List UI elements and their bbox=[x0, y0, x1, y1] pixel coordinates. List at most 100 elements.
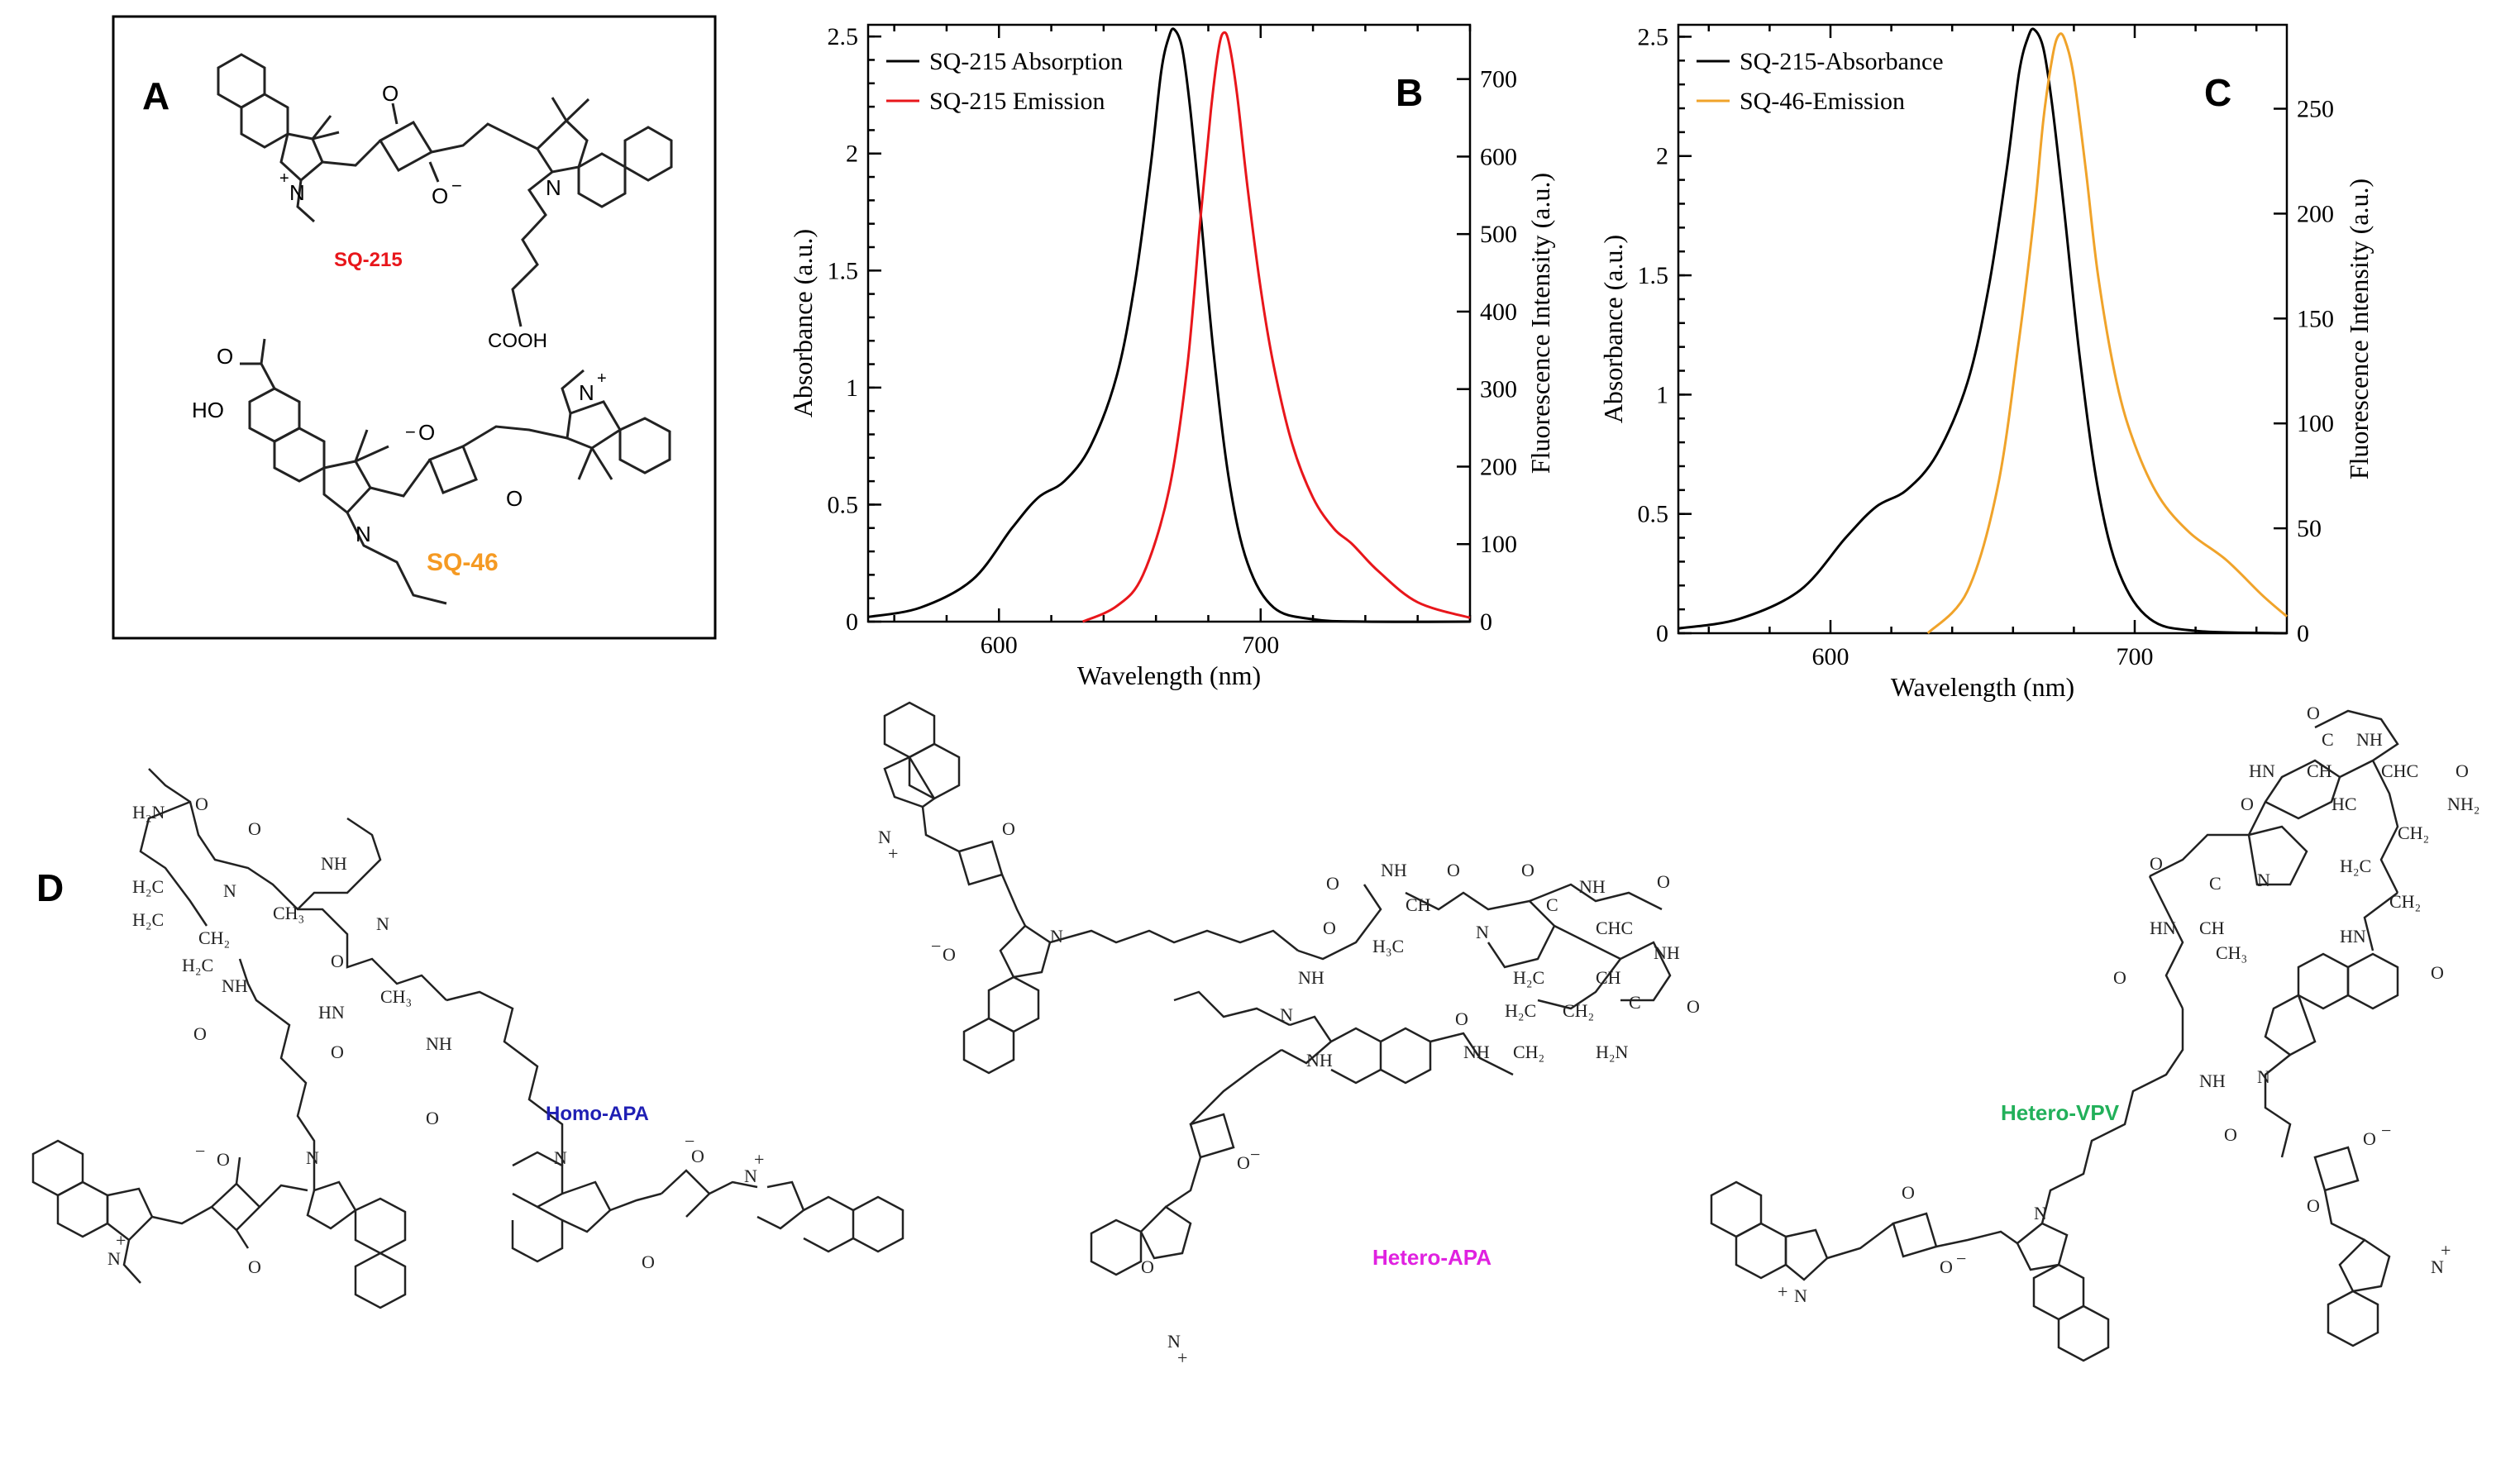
panel-a-label: A bbox=[142, 74, 169, 117]
hvpv-o-8: O bbox=[2363, 1128, 2376, 1149]
y-tick-label: 1.5 bbox=[1638, 262, 1669, 289]
hapa-nh-3: NH bbox=[1654, 942, 1680, 963]
sq46-n-left: N bbox=[356, 522, 371, 546]
sq215-minus: − bbox=[451, 175, 462, 196]
hapa-o-3: O bbox=[1323, 918, 1336, 938]
x-tick-label: 700 bbox=[1242, 632, 1279, 659]
y2-axis-label: Fluorescence Intensity (a.u.) bbox=[1525, 173, 1555, 474]
hapa-h2c-2: H₂C bbox=[1505, 1000, 1536, 1021]
homo-h2c-2: H₂C bbox=[132, 909, 164, 930]
x-axis-label: Wavelength (nm) bbox=[1077, 660, 1261, 690]
hapa-ch2-2: CH₂ bbox=[1513, 1042, 1544, 1062]
homo-n-r: N bbox=[554, 1147, 567, 1168]
homo-o-l2: O bbox=[248, 1256, 261, 1277]
y2-tick-label: 700 bbox=[1480, 66, 1517, 93]
hapa-o-1: O bbox=[1002, 818, 1015, 839]
y2-tick-label: 400 bbox=[1480, 298, 1517, 326]
homo-ch3-2: CH₃ bbox=[380, 986, 412, 1007]
hvpv-ch3: CH₃ bbox=[2216, 942, 2247, 963]
hapa-o-10: O bbox=[1141, 1256, 1154, 1277]
sq215-structure bbox=[217, 53, 673, 327]
panel-a-frame bbox=[112, 15, 717, 640]
hapa-plus: + bbox=[888, 843, 898, 864]
hapa-h3c: H₃C bbox=[1372, 936, 1404, 956]
hvpv-chc: CHC bbox=[2381, 761, 2418, 781]
homo-plus-r: + bbox=[754, 1149, 764, 1170]
sq46-o-left: O bbox=[418, 420, 435, 445]
plot-frame bbox=[1677, 23, 2289, 635]
hvpv-hc: HC bbox=[2331, 794, 2357, 814]
hapa-nh-1: NH bbox=[1298, 967, 1324, 988]
chart-c: 600 700 0 0.5 1 1.5 2 2.5 0 50 100 150 200 250 Wavelen… bbox=[1598, 23, 2374, 702]
x-axis-label: Wavelength (nm) bbox=[1891, 672, 2074, 702]
panel-label: B bbox=[1396, 71, 1423, 114]
panel-d-label: D bbox=[36, 866, 64, 909]
legend-entry-1: SQ-215 Emission bbox=[929, 88, 1105, 115]
y2-tick-label: 250 bbox=[2297, 96, 2334, 123]
y2-tick-label: 500 bbox=[1480, 221, 1517, 248]
hvpv-n-plus-1: N bbox=[2431, 1256, 2444, 1277]
y2-axis-label: Fluorescence Intensity (a.u.) bbox=[2344, 179, 2374, 479]
homo-n-plus-r: N bbox=[744, 1166, 757, 1186]
hetero-apa-structure bbox=[883, 701, 1672, 1276]
hapa-c: C bbox=[1546, 894, 1558, 915]
hvpv-h2c: H₂C bbox=[2340, 856, 2371, 876]
legend-entry-0: SQ-215 Absorption bbox=[929, 48, 1123, 75]
hvpv-nh-1: NH bbox=[2356, 729, 2383, 750]
x-tick-label: 600 bbox=[981, 632, 1018, 659]
hapa-o-9: O bbox=[1455, 1009, 1468, 1029]
hvpv-o-10: O bbox=[1902, 1182, 1915, 1203]
homo-apa-name: Homo-APA bbox=[546, 1103, 649, 1125]
hvpv-n-pro: N bbox=[2257, 870, 2270, 890]
hvpv-o-2: O bbox=[2456, 761, 2469, 781]
y-tick-label: 1 bbox=[846, 374, 858, 402]
hetero-apa-name: Hetero-APA bbox=[1372, 1245, 1491, 1270]
hapa-ch2: CH₂ bbox=[1563, 1000, 1594, 1021]
y-tick-label: 1.5 bbox=[828, 257, 859, 284]
homo-o-r2: O bbox=[642, 1252, 655, 1272]
hvpv-c-1: C bbox=[2322, 729, 2334, 750]
hapa-n-2: N bbox=[1280, 1004, 1293, 1025]
homo-o-3: O bbox=[331, 951, 344, 971]
plot-frame bbox=[866, 23, 1472, 623]
sq215-o-top: O bbox=[382, 81, 399, 106]
homo-n-plus-l: N bbox=[107, 1248, 121, 1269]
homo-hn-1: HN bbox=[318, 1002, 345, 1023]
hapa-nh-4: NH bbox=[1463, 1042, 1490, 1062]
hetero-apa-atoms: N + O O − N O NH O NH CH H₃C O N C NH O … bbox=[878, 818, 1700, 1368]
hvpv-nh2: NH₂ bbox=[2447, 794, 2479, 814]
hetero-vpv-structure bbox=[1710, 709, 2399, 1362]
sq46-o-right: O bbox=[506, 486, 523, 511]
hapa-nh-2: NH bbox=[1579, 876, 1606, 897]
sq46-o-acid: O bbox=[217, 344, 233, 369]
hvpv-ch2-1: CH₂ bbox=[2398, 823, 2429, 843]
sq46-n-right: N bbox=[579, 380, 594, 405]
hapa-n-plus-2: N bbox=[1167, 1331, 1181, 1352]
hapa-plus-2: + bbox=[1177, 1347, 1187, 1368]
homo-nh-1: NH bbox=[321, 853, 347, 874]
hapa-o-2: O bbox=[943, 944, 956, 965]
series-line-1 bbox=[1081, 31, 1471, 623]
homo-nh-3: NH bbox=[426, 1033, 452, 1054]
sq46-plus: + bbox=[597, 370, 607, 388]
hapa-ch: CH bbox=[1406, 894, 1431, 915]
y-tick-label: 2.5 bbox=[828, 23, 859, 50]
homo-o-4: O bbox=[193, 1023, 207, 1044]
homo-apa-structure bbox=[31, 768, 904, 1309]
hvpv-o-5: O bbox=[2113, 967, 2126, 988]
y2-tick-label: 200 bbox=[1480, 453, 1517, 480]
hvpv-ch-1: CH bbox=[2307, 761, 2332, 781]
hvpv-o-7: O bbox=[2224, 1124, 2237, 1145]
homo-ch2-1: CH₂ bbox=[198, 927, 230, 948]
hvpv-plus-1: + bbox=[2441, 1240, 2451, 1261]
homo-plus-l: + bbox=[116, 1230, 126, 1251]
homo-o-l1: O bbox=[217, 1149, 230, 1170]
hapa-chc: CHC bbox=[1596, 918, 1633, 938]
hapa-o-4: O bbox=[1326, 873, 1339, 894]
panel-a: A O O − N + N SQ-215 COOH HO O − O bbox=[112, 15, 717, 640]
y2-tick-label: 50 bbox=[2297, 515, 2322, 542]
y-axis-label: Absorbance (a.u.) bbox=[1598, 235, 1628, 423]
hapa-h2n: H₂N bbox=[1596, 1042, 1629, 1062]
homo-nh-2: NH bbox=[222, 975, 248, 996]
series-line-0 bbox=[867, 27, 1471, 623]
